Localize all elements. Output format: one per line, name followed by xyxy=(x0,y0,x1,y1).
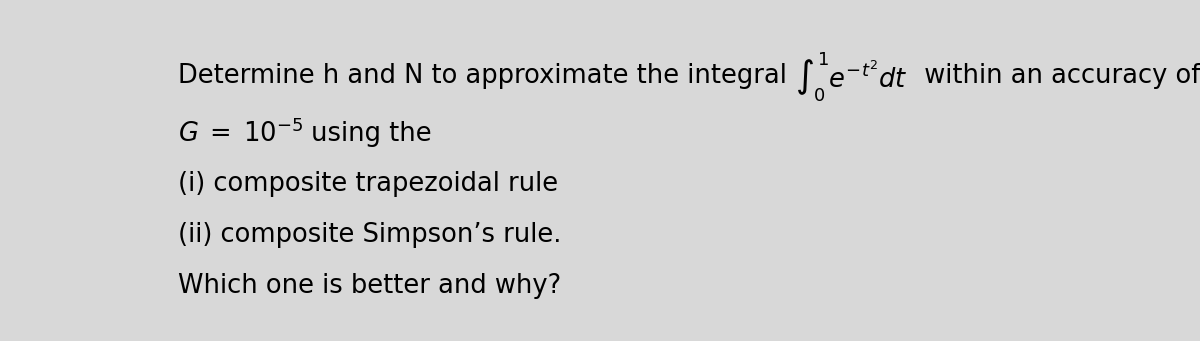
Text: $\int_0^1 e^{-t^2} dt$: $\int_0^1 e^{-t^2} dt$ xyxy=(794,49,907,103)
Text: $G\; =\; 10^{-5}$: $G\; =\; 10^{-5}$ xyxy=(178,120,304,148)
Text: (ii) composite Simpson’s rule.: (ii) composite Simpson’s rule. xyxy=(178,222,562,248)
Text: Which one is better and why?: Which one is better and why? xyxy=(178,273,562,299)
Text: using the: using the xyxy=(304,121,432,147)
Text: Determine h and N to approximate the integral: Determine h and N to approximate the int… xyxy=(178,63,794,89)
Text: (i) composite trapezoidal rule: (i) composite trapezoidal rule xyxy=(178,171,558,197)
Text: within an accuracy of: within an accuracy of xyxy=(907,63,1200,89)
